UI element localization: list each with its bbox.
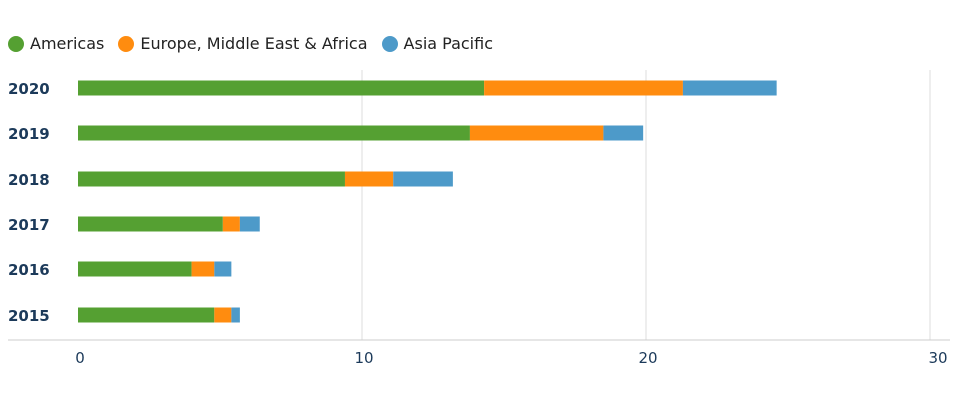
y-tick-label: 2020 bbox=[8, 80, 50, 98]
y-tick-label: 2019 bbox=[8, 125, 50, 143]
x-tick-label: 10 bbox=[354, 349, 373, 367]
x-tick-label: 0 bbox=[75, 349, 85, 367]
bar-segment bbox=[78, 171, 345, 187]
bar-segment bbox=[78, 216, 223, 232]
legend-item[interactable]: Asia Pacific bbox=[381, 34, 493, 53]
bar-segment bbox=[603, 125, 644, 141]
x-tick-label: 20 bbox=[638, 349, 657, 367]
legend-swatch bbox=[381, 35, 398, 52]
bar-segment bbox=[239, 216, 260, 232]
bar-segment bbox=[214, 261, 232, 277]
legend-item[interactable]: Americas bbox=[8, 34, 104, 53]
legend-swatch bbox=[8, 35, 24, 52]
bar-segment bbox=[344, 171, 394, 187]
bar-segment bbox=[231, 307, 240, 323]
x-tick-label: 30 bbox=[928, 349, 947, 367]
bar-segment bbox=[222, 216, 240, 232]
y-tick-label: 2016 bbox=[8, 261, 50, 279]
y-tick-label: 2018 bbox=[8, 171, 50, 189]
legend-item[interactable]: Europe, Middle East & Africa bbox=[118, 34, 368, 53]
bar-segment bbox=[469, 125, 604, 141]
bar-segment bbox=[393, 171, 453, 187]
bar-segment bbox=[191, 261, 215, 277]
bar-segment bbox=[78, 307, 215, 323]
bar-segment bbox=[78, 261, 192, 277]
chart-legend: Americas Europe, Middle East & Africa Asia… bbox=[8, 34, 493, 53]
legend-label: Europe, Middle East & Africa bbox=[140, 34, 368, 53]
bar-segment bbox=[682, 80, 777, 96]
y-tick-label: 2015 bbox=[8, 307, 50, 325]
bar-segment bbox=[78, 80, 485, 96]
legend-label: Americas bbox=[30, 34, 105, 53]
legend-label: Asia Pacific bbox=[403, 34, 493, 53]
y-tick-label: 2017 bbox=[8, 216, 50, 234]
bar-segment bbox=[78, 125, 470, 141]
bar-segment bbox=[484, 80, 683, 96]
bar-segment bbox=[214, 307, 232, 323]
legend-swatch bbox=[118, 35, 135, 52]
